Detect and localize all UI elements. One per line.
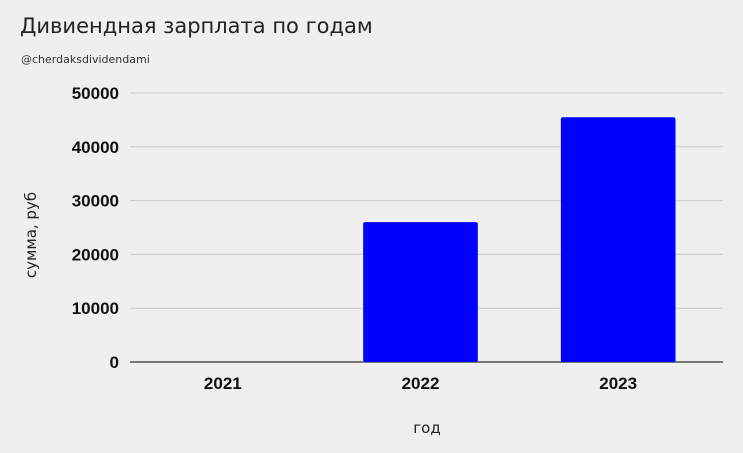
x-axis-label: год — [413, 419, 440, 437]
y-tick-label: 50000 — [72, 84, 119, 103]
y-tick-label: 10000 — [72, 299, 119, 318]
y-tick-label: 30000 — [72, 192, 119, 211]
x-tick-label: 2021 — [204, 374, 242, 393]
chart-subtitle: @cherdaksdividendami — [21, 53, 150, 66]
chart-title: Дивиендная зарплата по годам — [20, 14, 373, 38]
y-axis-label: сумма, руб — [22, 192, 40, 278]
x-tick-label: 2022 — [402, 374, 440, 393]
y-tick-label: 0 — [110, 353, 119, 372]
bar-2022 — [363, 222, 478, 362]
x-tick-labels: 2021 2022 2023 — [204, 374, 637, 393]
y-tick-labels: 0 10000 20000 30000 40000 50000 — [72, 84, 119, 372]
x-tick-label: 2023 — [599, 374, 637, 393]
y-tick-label: 40000 — [72, 138, 119, 157]
bars — [363, 117, 676, 363]
bar-2023 — [560, 117, 676, 363]
y-tick-label: 20000 — [72, 245, 119, 264]
